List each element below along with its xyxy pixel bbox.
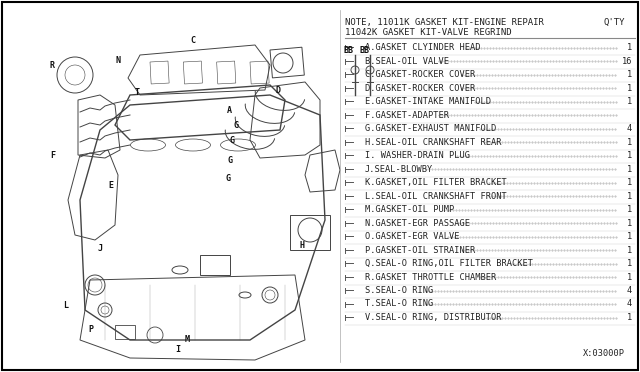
Text: 1: 1 [627,83,632,93]
Text: BB: BB [360,45,370,55]
Text: C.GASKET-ROCKER COVER: C.GASKET-ROCKER COVER [365,70,476,79]
Text: 1: 1 [627,164,632,173]
Text: 1: 1 [627,178,632,187]
Text: 4: 4 [627,286,632,295]
Text: G: G [233,121,238,129]
Text: NOTE, 11011K GASKET KIT-ENGINE REPAIR: NOTE, 11011K GASKET KIT-ENGINE REPAIR [345,18,544,27]
Text: G: G [230,135,235,144]
Text: A: A [227,106,232,115]
Text: V.SEAL-O RING, DISTRIBUTOR: V.SEAL-O RING, DISTRIBUTOR [365,313,502,322]
Text: I: I [175,346,180,355]
Text: T.SEAL-O RING: T.SEAL-O RING [365,299,433,308]
Text: 11042K GASKET KIT-VALVE REGRIND: 11042K GASKET KIT-VALVE REGRIND [345,28,511,37]
Bar [290,215,330,250]
Text: M: M [185,336,190,344]
Text: I. WASHER-DRAIN PLUG: I. WASHER-DRAIN PLUG [365,151,470,160]
Bar [183,61,202,84]
Text: 16: 16 [621,57,632,65]
Text: L: L [63,301,68,310]
Text: G: G [225,173,230,183]
Text: X:03000P: X:03000P [583,349,625,358]
Text: N.GASKET-EGR PASSAGE: N.GASKET-EGR PASSAGE [365,218,470,228]
Text: T: T [135,87,140,96]
Bar [115,325,135,339]
Bar [217,61,236,84]
Text: H: H [300,241,305,250]
Text: G: G [227,155,232,164]
Text: 4: 4 [627,124,632,133]
Text: P: P [88,326,93,334]
Text: D.GASKET-ROCKER COVER: D.GASKET-ROCKER COVER [365,83,476,93]
Text: F.GASKET-ADAPTER: F.GASKET-ADAPTER [365,110,449,119]
Text: A.GASKET CLYINDER HEAD: A.GASKET CLYINDER HEAD [365,43,481,52]
Text: BB: BB [343,45,353,55]
Text: R: R [50,61,55,70]
Text: 1: 1 [627,313,632,322]
Text: J: J [97,244,102,253]
Text: S.SEAL-O RING: S.SEAL-O RING [365,286,433,295]
Text: 1: 1 [627,246,632,254]
Text: 1: 1 [627,192,632,201]
Text: 1: 1 [627,259,632,268]
Text: 1: 1 [627,138,632,147]
Text: H.SEAL-OIL CRANKSHAFT REAR: H.SEAL-OIL CRANKSHAFT REAR [365,138,502,147]
Bar [200,255,230,275]
Text: J.SEAL-BLOWBY: J.SEAL-BLOWBY [365,164,433,173]
Text: 1: 1 [627,232,632,241]
Text: F: F [50,151,55,160]
Bar [250,61,269,84]
Bar [150,61,169,84]
Text: K.GASKET,OIL FILTER BRACKET: K.GASKET,OIL FILTER BRACKET [365,178,507,187]
Text: L.SEAL-OIL CRANKSHAFT FRONT: L.SEAL-OIL CRANKSHAFT FRONT [365,192,507,201]
Text: 1: 1 [627,218,632,228]
Text: E: E [108,180,113,189]
Text: O.GASKET-EGR VALVE: O.GASKET-EGR VALVE [365,232,460,241]
Text: B.SEAL-OIL VALVE: B.SEAL-OIL VALVE [365,57,449,65]
Text: 1: 1 [627,205,632,214]
Text: 1: 1 [627,97,632,106]
Text: Q.SEAL-O RING,OIL FILTER BRACKET: Q.SEAL-O RING,OIL FILTER BRACKET [365,259,533,268]
Text: E.GASKET-INTAKE MANIFOLD: E.GASKET-INTAKE MANIFOLD [365,97,491,106]
Text: 1: 1 [627,273,632,282]
Text: D: D [275,86,280,94]
Text: 1: 1 [627,151,632,160]
Text: Q'TY: Q'TY [604,18,625,27]
Text: M.GASKET-OIL PUMP: M.GASKET-OIL PUMP [365,205,454,214]
Text: 1: 1 [627,43,632,52]
Bar [270,47,304,78]
Text: R.GASKET THROTTLE CHAMBER: R.GASKET THROTTLE CHAMBER [365,273,496,282]
Text: C: C [190,35,195,45]
Text: 1: 1 [627,70,632,79]
Text: P.GASKET-OIL STRAINER: P.GASKET-OIL STRAINER [365,246,476,254]
Text: N: N [115,55,120,64]
Text: 4: 4 [627,299,632,308]
Text: G.GASKET-EXHAUST MANIFOLD: G.GASKET-EXHAUST MANIFOLD [365,124,496,133]
